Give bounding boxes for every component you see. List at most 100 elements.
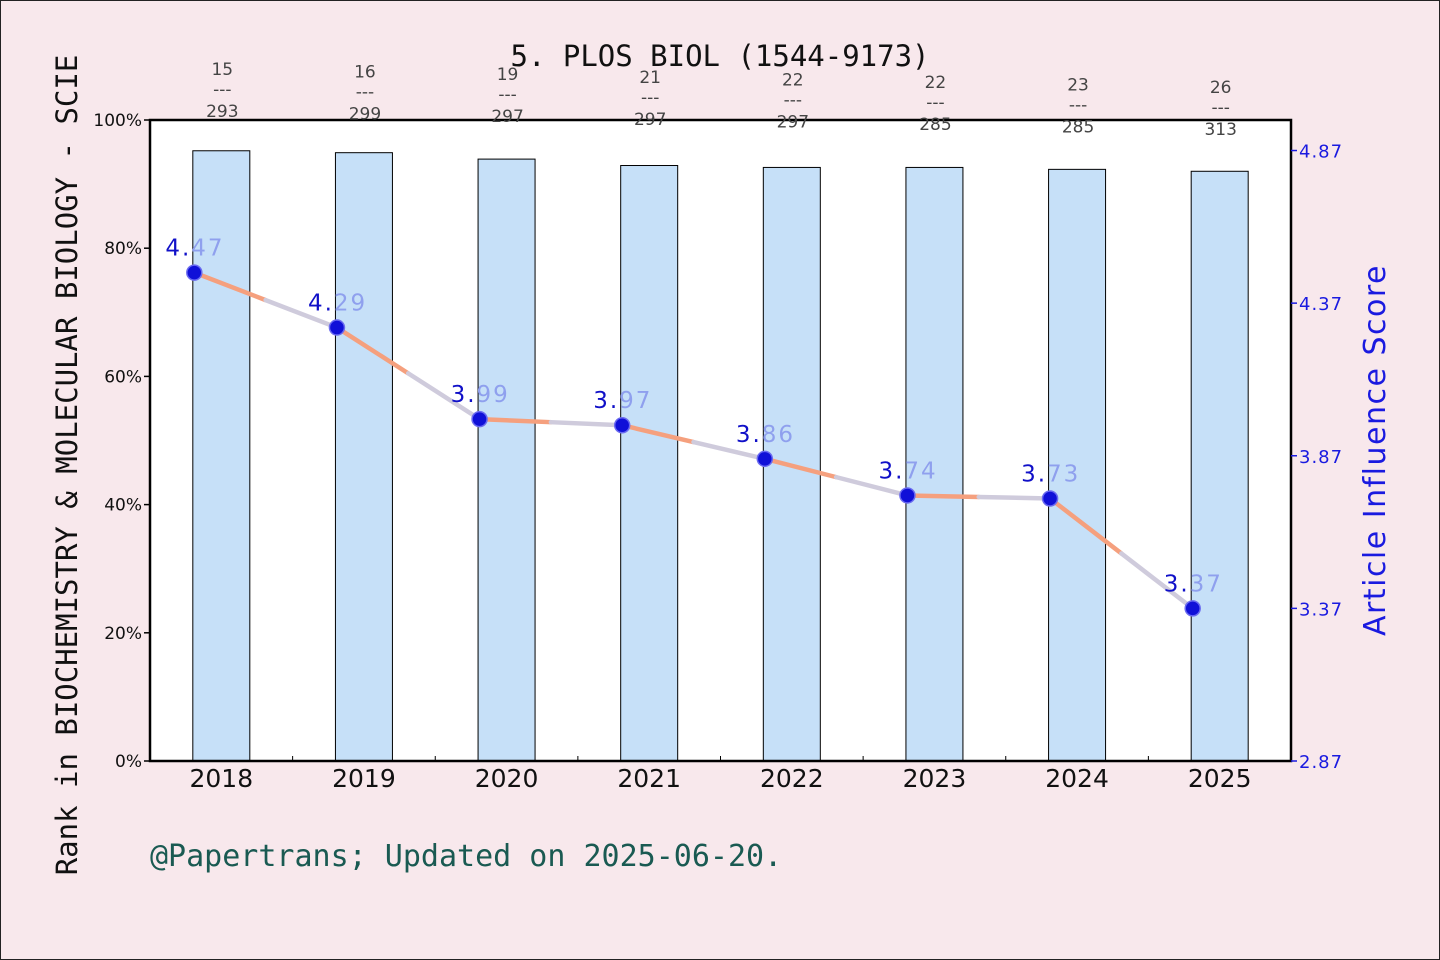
total-label-2025: 313	[1204, 120, 1236, 140]
rank-label-2022: 22	[782, 70, 804, 90]
line-value-dec-2019: 29	[334, 291, 367, 317]
line-segment-6a	[1047, 496, 1124, 556]
rank-label-2025: 26	[1210, 78, 1232, 98]
left-tick-label-4: 80%	[104, 239, 142, 259]
rank-label-2018: 15	[211, 60, 233, 80]
rank-divider-2025: ---	[1211, 98, 1229, 118]
rank-label-2023: 22	[925, 73, 947, 93]
line-point-2021	[613, 416, 631, 434]
left-axis-label: Rank in BIOCHEMISTRY & MOLECULAR BIOLOGY…	[50, 55, 84, 876]
line-point-2023	[899, 487, 916, 504]
axes-layer: 0%20%40%60%80%100%2.873.373.874.374.8720…	[93, 111, 1343, 793]
line-segment-6b	[1119, 551, 1195, 611]
x-tick-label-2023: 2023	[903, 764, 967, 793]
line-value-label-2021: 3.97	[593, 388, 652, 414]
left-tick-label-3: 60%	[104, 367, 142, 387]
line-value-int-2025: 3.	[1164, 571, 1190, 597]
total-label-2022: 297	[777, 112, 809, 132]
line-value-int-2021: 3.	[593, 388, 619, 414]
line-segment-0a	[192, 270, 268, 303]
line-segment-1b	[406, 371, 482, 422]
line-value-int-2024: 3.	[1021, 461, 1047, 487]
line-point-2019	[328, 319, 346, 336]
right-tick-label-3: 4.37	[1299, 294, 1343, 315]
rank-divider-2023: ---	[926, 93, 944, 113]
bars-layer	[192, 150, 1249, 762]
line-segment-1a	[334, 325, 411, 376]
x-tick-label-2022: 2022	[760, 764, 824, 793]
x-tick-label-2020: 2020	[475, 764, 539, 793]
line-value-int-2023: 3.	[878, 458, 904, 484]
left-tick-label-2: 40%	[104, 496, 142, 516]
total-label-2020: 297	[491, 107, 523, 127]
rank-divider-2019: ---	[356, 83, 374, 103]
rank-divider-2018: ---	[213, 80, 231, 100]
x-tick-label-2018: 2018	[190, 764, 254, 793]
line-point-2025	[1184, 600, 1201, 617]
line-segment-0b	[263, 297, 340, 330]
line-value-int-2022: 3.	[736, 422, 762, 448]
right-tick-label-0: 2.87	[1299, 752, 1343, 773]
line-value-dec-2018: 47	[191, 236, 224, 262]
line-segment-5a	[905, 493, 981, 500]
line-value-int-2019: 4.	[308, 291, 334, 317]
line-value-int-2018: 4.	[165, 236, 191, 262]
total-label-2018: 293	[206, 102, 238, 122]
footer-credit: @Papertrans; Updated on 2025-06-20.	[150, 839, 782, 874]
x-tick-label-2024: 2024	[1045, 764, 1109, 793]
line-segment-2b	[548, 419, 625, 428]
line-value-label-2018: 4.47	[165, 236, 224, 262]
line-value-dec-2024: 73	[1047, 461, 1080, 487]
right-tick-label-1: 3.37	[1299, 599, 1343, 620]
right-tick-label-4: 4.87	[1299, 142, 1343, 163]
bar-2018	[192, 150, 251, 762]
line-segment-3b	[691, 439, 768, 462]
line-value-label-2019: 4.29	[308, 291, 367, 317]
line-value-label-2024: 3.73	[1021, 461, 1080, 487]
total-label-2021: 297	[634, 110, 666, 130]
line-value-label-2023: 3.74	[878, 458, 937, 484]
rank-label-2020: 19	[497, 65, 519, 85]
bar-2021	[620, 165, 679, 762]
right-tick-label-2: 3.87	[1299, 447, 1343, 468]
labels-layer: 15---29316---29919---29721---29722---297…	[165, 60, 1237, 597]
line-value-dec-2021: 97	[619, 388, 652, 414]
line-segment-3a	[619, 422, 696, 445]
line-point-2024	[1041, 490, 1059, 507]
bar-2024	[1048, 168, 1107, 762]
line-point-2018	[186, 264, 203, 281]
rank-divider-2022: ---	[784, 90, 802, 110]
chart-title: 5. PLOS BIOL (1544-9173)	[510, 39, 929, 73]
line-value-label-2022: 3.86	[736, 422, 795, 448]
total-label-2024: 285	[1062, 118, 1094, 138]
rank-label-2024: 23	[1067, 76, 1089, 96]
bar-2019	[334, 152, 393, 762]
line-value-int-2020: 3.	[451, 382, 477, 408]
x-tick-label-2021: 2021	[617, 764, 681, 793]
rank-label-2019: 16	[354, 63, 376, 83]
rank-divider-2024: ---	[1069, 96, 1087, 116]
total-label-2019: 299	[349, 105, 381, 125]
line-point-2022	[756, 450, 774, 468]
rank-divider-2020: ---	[498, 85, 516, 105]
rank-divider-2021: ---	[641, 88, 659, 108]
line-value-label-2025: 3.37	[1164, 571, 1223, 597]
x-tick-label-2025: 2025	[1188, 764, 1252, 793]
line-value-dec-2022: 86	[762, 422, 795, 448]
bar-2020	[477, 158, 536, 762]
left-tick-label-5: 100%	[93, 111, 142, 131]
line-point-2020	[471, 410, 488, 428]
left-tick-label-0: 0%	[115, 752, 142, 772]
left-tick-label-1: 20%	[104, 624, 142, 644]
x-tick-label-2019: 2019	[332, 764, 396, 793]
line-segment-4b	[833, 474, 910, 498]
line-segment-4a	[762, 456, 839, 480]
right-axis-label: Article Influence Score	[1358, 264, 1393, 636]
line-value-label-2020: 3.99	[451, 382, 510, 408]
bar-2025	[1190, 170, 1249, 762]
line-value-dec-2023: 74	[904, 458, 937, 484]
line-segment-5b	[976, 494, 1053, 501]
line-value-dec-2025: 37	[1190, 571, 1223, 597]
